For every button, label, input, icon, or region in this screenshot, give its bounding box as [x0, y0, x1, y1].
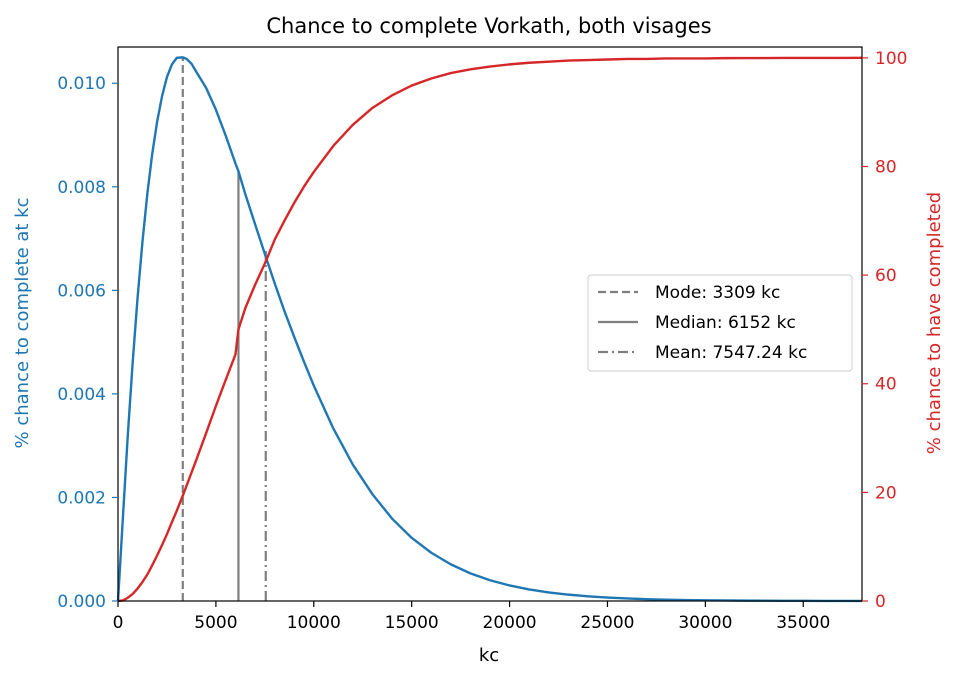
y-right-tick-label-0: 0	[875, 592, 886, 612]
y-right-axis-title: % chance to have completed	[924, 192, 945, 454]
x-tick-label-1: 5000	[194, 613, 237, 633]
x-axis-title: kc	[479, 645, 499, 666]
y-left-tick-label-4: 0.008	[57, 178, 106, 198]
x-tick-label-0: 0	[113, 613, 124, 633]
plot-frame	[117, 46, 863, 602]
y-right-tick-label-1: 20	[875, 483, 897, 503]
y-left-tick-label-3: 0.006	[57, 281, 106, 301]
y-right-tick-label-3: 60	[875, 266, 897, 286]
y-left-tick-label-2: 0.004	[57, 385, 106, 405]
x-tick-label-3: 15000	[385, 613, 439, 633]
y-right-tick-label-4: 80	[875, 157, 897, 177]
legend-box	[587, 274, 853, 372]
y-right-tick-label-2: 40	[875, 375, 897, 395]
x-tick-label-5: 25000	[580, 613, 634, 633]
y-left-tick-label-0: 0.000	[57, 592, 106, 612]
legend-label-1: Median: 6152 kc	[655, 313, 796, 333]
x-tick-label-4: 20000	[483, 613, 537, 633]
legend-label-0: Mode: 3309 kc	[655, 283, 780, 303]
legend-label-2: Mean: 7547.24 kc	[655, 343, 807, 363]
plot-area	[116, 56, 863, 603]
axes: 0 5000 10000 15000 20000 25000 30000 35000 0.000…	[57, 46, 907, 633]
y-left-tick-label-5: 0.010	[57, 74, 106, 94]
y-left-axis-title: % chance to complete at kc	[12, 198, 33, 449]
legend: Mode: 3309 kc Median: 6152 kc Mean: 7547.2…	[587, 274, 853, 372]
series-line-1	[117, 56, 863, 603]
x-tick-label-6: 30000	[678, 613, 732, 633]
y-left-tick-label-1: 0.002	[57, 488, 106, 508]
x-tick-label-7: 35000	[776, 613, 830, 633]
y-right-tick-label-5: 100	[875, 49, 907, 69]
x-tick-label-2: 10000	[287, 613, 341, 633]
series-line-0	[116, 56, 863, 603]
chart-title: Chance to complete Vorkath, both visages	[266, 14, 711, 38]
